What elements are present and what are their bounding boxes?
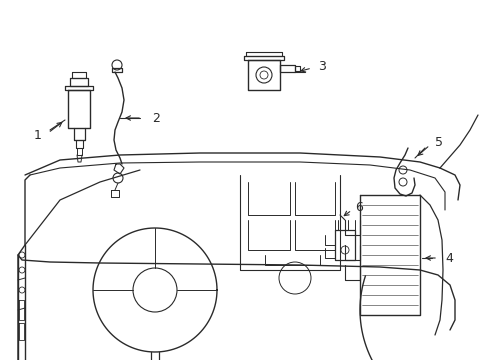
- Text: 4: 4: [444, 252, 452, 265]
- Text: 3: 3: [317, 59, 325, 72]
- Text: 6: 6: [354, 201, 362, 213]
- Text: 2: 2: [152, 112, 160, 125]
- Text: 1: 1: [34, 129, 42, 141]
- Text: 5: 5: [434, 135, 442, 149]
